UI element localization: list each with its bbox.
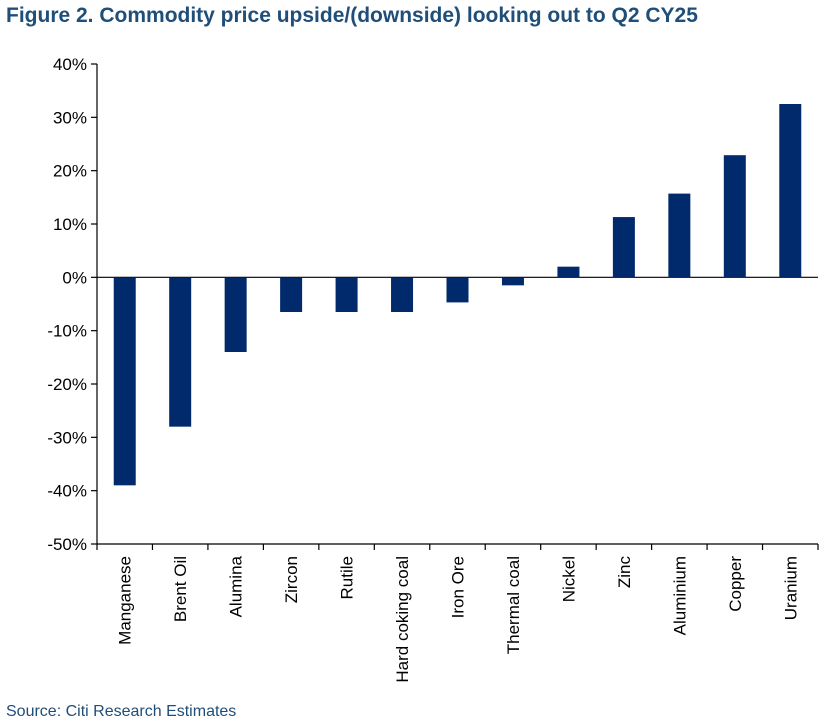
axis-layer: [91, 63, 819, 550]
category-label: Thermal coal: [504, 556, 523, 654]
category-label: Copper: [726, 556, 745, 612]
bar-uranium: [779, 104, 802, 278]
category-label: Manganese: [116, 556, 135, 645]
category-label: Rutile: [338, 556, 357, 599]
category-label: Nickel: [559, 556, 578, 602]
category-label: Uranium: [781, 556, 800, 620]
category-label: Brent Oil: [171, 556, 190, 622]
y-tick-label: -10%: [47, 322, 87, 341]
bar-nickel: [557, 266, 580, 278]
y-tick-label: -40%: [47, 482, 87, 501]
bar-copper: [723, 155, 746, 278]
y-tick-labels: 40% 30% 20% 10% 0% -10% -20% -30% -40% -50%: [47, 55, 87, 554]
y-tick-label: -20%: [47, 375, 87, 394]
bar-thermal-coal: [501, 277, 524, 286]
chart-title: Figure 2. Commodity price upside/(downsi…: [6, 4, 698, 27]
y-tick-label: 40%: [53, 55, 87, 74]
y-tick-label: -30%: [47, 428, 87, 447]
category-labels: Manganese Brent Oil Alumina Zircon Rutile Har…: [116, 555, 801, 682]
y-tick-label: 20%: [53, 162, 87, 181]
bar-rutile: [335, 277, 358, 312]
category-label: Aluminium: [670, 556, 689, 635]
category-label: Zinc: [615, 556, 634, 589]
category-label: Hard coking coal: [393, 556, 412, 683]
bar-manganese: [113, 277, 136, 486]
y-tick-label: 0%: [62, 268, 87, 287]
bar-zircon: [280, 277, 303, 312]
category-label: Alumina: [227, 555, 246, 617]
bar-iron-ore: [446, 277, 469, 303]
bars-layer: [113, 104, 802, 486]
bar-alumina: [224, 277, 247, 352]
category-label: Iron Ore: [449, 556, 468, 618]
category-label: Zircon: [282, 556, 301, 603]
bar-hard-coking-coal: [391, 277, 414, 312]
bar-aluminium: [668, 193, 691, 278]
y-tick-label: 30%: [53, 108, 87, 127]
y-tick-label: 10%: [53, 215, 87, 234]
y-tick-label: -50%: [47, 535, 87, 554]
bar-brent-oil: [169, 277, 192, 427]
bar-zinc: [612, 217, 635, 278]
source-note: Source: Citi Research Estimates: [6, 703, 237, 720]
